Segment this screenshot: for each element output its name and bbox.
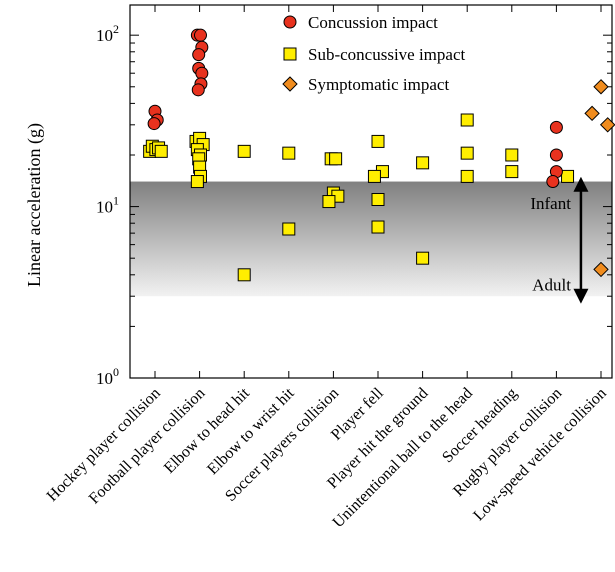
- sub-concussive-point: [282, 146, 296, 160]
- symptomatic-point: [584, 105, 600, 122]
- y-tick-label: 102: [96, 22, 119, 45]
- legend-label-concussion: Concussion impact: [308, 13, 438, 32]
- symptomatic-point: [593, 261, 609, 278]
- sub-concussive-point: [505, 148, 519, 162]
- y-tick-label: 100: [96, 365, 119, 388]
- sub-concussive-point: [460, 146, 474, 160]
- legend-label-subconcussive: Sub-concussive impact: [308, 45, 465, 64]
- concussion-point: [192, 48, 206, 62]
- concussion-point: [191, 83, 205, 97]
- sub-concussive-point: [416, 251, 430, 265]
- sub-concussive-point: [371, 192, 385, 206]
- sub-concussive-point: [371, 134, 385, 148]
- concussion-point: [195, 66, 209, 80]
- sub-concussive-point: [460, 169, 474, 183]
- y-tick-label: 101: [96, 194, 119, 217]
- sub-concussive-point: [190, 175, 204, 189]
- shaded-band: [130, 181, 612, 297]
- concussion-point: [549, 120, 563, 134]
- legend-marker-concussion: [283, 15, 297, 29]
- annotation-adult: Adult: [532, 276, 571, 295]
- legend-marker-symptomatic: [282, 76, 298, 92]
- sub-concussive-point: [416, 156, 430, 170]
- plot-frame: [129, 4, 613, 379]
- sub-concussive-point: [367, 169, 381, 183]
- symptomatic-point: [593, 79, 609, 95]
- symptomatic-point: [599, 117, 615, 133]
- annotation-infant: Infant: [530, 194, 571, 213]
- sub-concussive-point: [460, 113, 474, 127]
- legend-label-symptomatic: Symptomatic impact: [308, 75, 449, 94]
- concussion-point: [546, 175, 560, 189]
- sub-concussive-point: [371, 220, 385, 234]
- concussion-point: [147, 117, 161, 131]
- legend-marker-subconcussive: [283, 47, 297, 61]
- sub-concussive-point: [322, 195, 336, 209]
- sub-concussive-point: [237, 144, 251, 158]
- legend: Concussion impact Sub-concussive impact …: [282, 13, 465, 94]
- concussion-point: [549, 148, 563, 162]
- sub-concussive-point: [237, 268, 251, 282]
- concussion-point: [193, 28, 207, 42]
- sub-concussive-point: [561, 169, 575, 183]
- sub-concussive-point: [282, 222, 296, 236]
- sub-concussive-point: [154, 144, 168, 158]
- sub-concussive-point: [329, 152, 343, 166]
- sub-concussive-point: [505, 165, 519, 179]
- y-axis-label: Linear acceleration (g): [24, 123, 45, 287]
